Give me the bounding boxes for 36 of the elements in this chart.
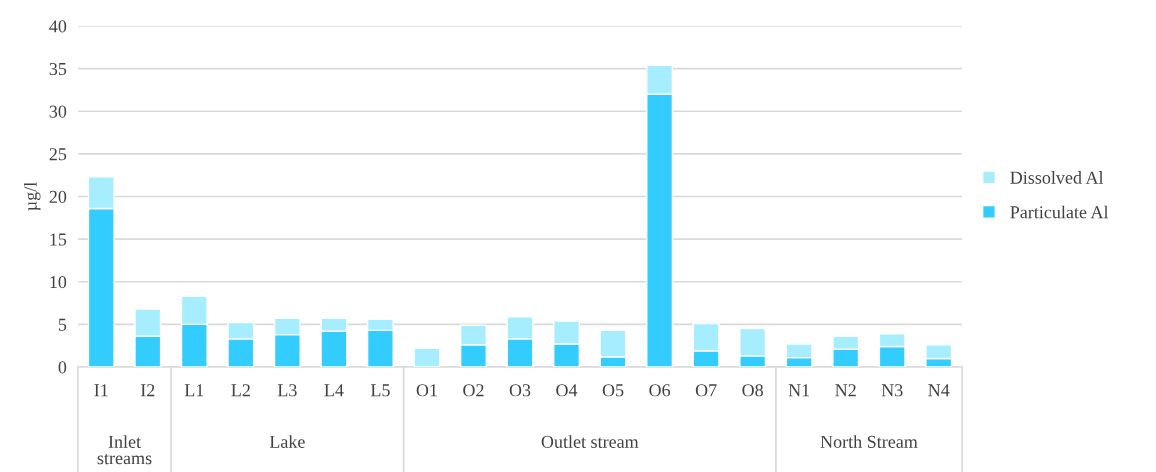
x-tick-label: I2: [140, 384, 155, 397]
text: Outlet stream: [541, 435, 639, 448]
x-tick-label: L4: [324, 384, 344, 397]
y-tick-label: 15: [50, 233, 67, 246]
y-tick-label: 5: [58, 318, 67, 331]
x-tick-label: L2: [231, 384, 250, 397]
x-tick-label: O3: [509, 384, 531, 397]
text: Inlet streams: [97, 435, 152, 465]
x-tick-label: L3: [277, 384, 297, 397]
x-tick-label: N3: [881, 384, 903, 397]
y-tick-label: 30: [49, 105, 67, 118]
bar: [413, 347, 441, 367]
y-tick-label: 0: [58, 361, 67, 374]
y-tick-label: 25: [49, 148, 67, 161]
text: Lake: [269, 435, 305, 448]
y-tick-label: 20: [49, 190, 67, 203]
x-tick-label: O4: [556, 384, 578, 397]
x-tick-label: O1: [416, 384, 437, 397]
y-tick-label: 40: [49, 20, 67, 33]
x-tick-label: I1: [94, 384, 108, 397]
legend-label: Particulate Al: [1010, 205, 1109, 219]
x-tick-label: O6: [649, 384, 671, 397]
x-tick-label: N2: [835, 384, 856, 397]
x-tick-label: L5: [370, 384, 390, 397]
x-tick-label: O2: [463, 384, 484, 397]
x-tick-label: N4: [928, 384, 950, 397]
x-tick-label: O5: [602, 384, 624, 397]
y-axis-title: µg/l: [24, 182, 41, 211]
y-tick-label: 35: [49, 62, 67, 76]
x-tick-label: L1: [184, 384, 204, 397]
x-tick-label: N1: [788, 384, 810, 397]
text: North Stream: [820, 435, 918, 448]
y-tick-label: 10: [50, 276, 67, 289]
x-tick-label: O8: [742, 384, 763, 397]
legend-label: Dissolved Al: [1010, 171, 1104, 184]
x-tick-label: O7: [695, 384, 717, 397]
